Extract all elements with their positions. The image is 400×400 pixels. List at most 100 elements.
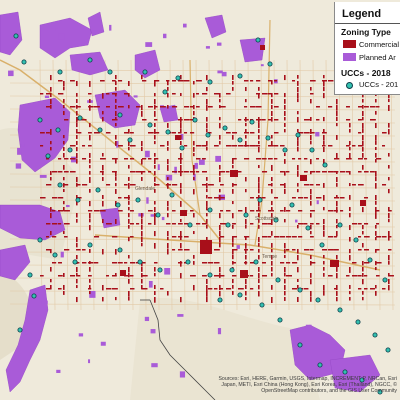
commercial-zone: [154, 141, 156, 145]
commercial-zone: [141, 273, 143, 278]
commercial-zone: [184, 249, 190, 251]
ucc-point: [192, 117, 198, 123]
commercial-zone: [388, 177, 390, 181]
commercial-zone: [82, 184, 88, 186]
commercial-zone: [316, 223, 320, 225]
commercial-zone: [115, 117, 117, 121]
commercial-zone: [388, 275, 394, 277]
planned-area-zone: [87, 11, 105, 37]
commercial-zone: [232, 189, 234, 194]
commercial-zone: [115, 93, 117, 97]
planned-area-zone: [134, 49, 161, 79]
commercial-zone: [382, 145, 386, 147]
ucc-point: [155, 212, 161, 218]
commercial-zone: [284, 183, 286, 189]
planned-area-zone: [150, 329, 156, 334]
ucc-point: [207, 272, 213, 278]
ucc-point: [87, 242, 93, 248]
commercial-zone: [100, 80, 105, 82]
commercial-zone: [388, 261, 390, 265]
commercial-zone: [226, 132, 231, 134]
planned-area-zone: [164, 268, 171, 275]
commercial-zone: [310, 141, 312, 145]
commercial-zone: [328, 171, 334, 173]
commercial-zone: [358, 106, 363, 108]
commercial-zone: [271, 189, 273, 194]
commercial-zone: [268, 223, 273, 225]
boundary-line: [149, 299, 216, 400]
commercial-zone: [76, 106, 81, 108]
ucc-point: [372, 332, 378, 338]
commercial-zone: [271, 177, 273, 182]
planned-area-zone: [55, 28, 59, 31]
commercial-zone: [298, 158, 302, 160]
commercial-zone: [258, 285, 260, 290]
commercial-zone: [310, 171, 312, 175]
commercial-zone: [362, 243, 364, 248]
commercial-zone: [136, 106, 141, 108]
commercial-zone: [102, 93, 104, 99]
commercial-zone: [208, 262, 214, 264]
commercial-zone: [362, 147, 364, 152]
commercial-zone: [323, 267, 325, 271]
commercial-zone: [375, 177, 377, 182]
commercial-zone: [88, 145, 92, 147]
commercial-zone: [375, 123, 377, 129]
place-label: Glendale: [135, 186, 155, 192]
commercial-zone: [304, 288, 309, 290]
commercial-zone: [63, 231, 65, 235]
commercial-zone: [297, 297, 299, 302]
commercial-zone: [76, 135, 78, 139]
commercial-zone: [128, 183, 130, 189]
commercial-zone: [206, 141, 208, 146]
commercial-zone: [388, 231, 390, 237]
commercial-zone: [244, 249, 249, 251]
ucc-point: [147, 122, 153, 128]
commercial-zone: [196, 145, 202, 147]
ucc-point: [255, 37, 261, 43]
commercial-zone: [89, 99, 91, 103]
commercial-zone: [310, 129, 312, 134]
planned-area-zone: [17, 147, 22, 155]
commercial-zone: [172, 132, 177, 134]
commercial-zone: [89, 225, 91, 231]
commercial-zone: [178, 223, 183, 225]
commercial-zone: [115, 135, 117, 140]
commercial-zone: [64, 223, 70, 225]
commercial-zone: [297, 279, 299, 283]
ucc-point: [135, 197, 141, 203]
commercial-zone: [196, 106, 200, 108]
commercial-zone: [115, 105, 117, 110]
commercial-zone: [141, 141, 143, 147]
commercial-zone: [286, 262, 291, 264]
commercial-zone: [232, 184, 237, 186]
commercial-zone: [250, 288, 254, 290]
commercial-zone: [336, 285, 338, 291]
ucc-point: [57, 182, 63, 188]
commercial-zone: [280, 145, 285, 147]
commercial-zone: [292, 288, 298, 290]
commercial-zone: [167, 201, 169, 207]
commercial-zone: [130, 210, 134, 212]
commercial-zone: [323, 141, 325, 145]
commercial-zone: [184, 132, 188, 134]
commercial-zone: [297, 255, 299, 261]
commercial-zone: [50, 99, 52, 105]
ucc-point: [295, 132, 301, 138]
commercial-zone: [214, 197, 220, 199]
commercial-zone: [154, 297, 156, 303]
commercial-zone: [70, 158, 76, 160]
commercial-zone: [50, 87, 52, 92]
commercial-zone: [304, 197, 308, 199]
commercial-zone: [130, 275, 134, 277]
commercial-zone: [76, 255, 78, 260]
ucc-point: [322, 162, 328, 168]
commercial-zone: [128, 267, 130, 273]
commercial-zone: [245, 285, 247, 290]
commercial-zone: [63, 273, 65, 277]
commercial-zone: [202, 145, 208, 147]
ucc-point: [355, 319, 361, 325]
commercial-zone: [128, 207, 130, 211]
